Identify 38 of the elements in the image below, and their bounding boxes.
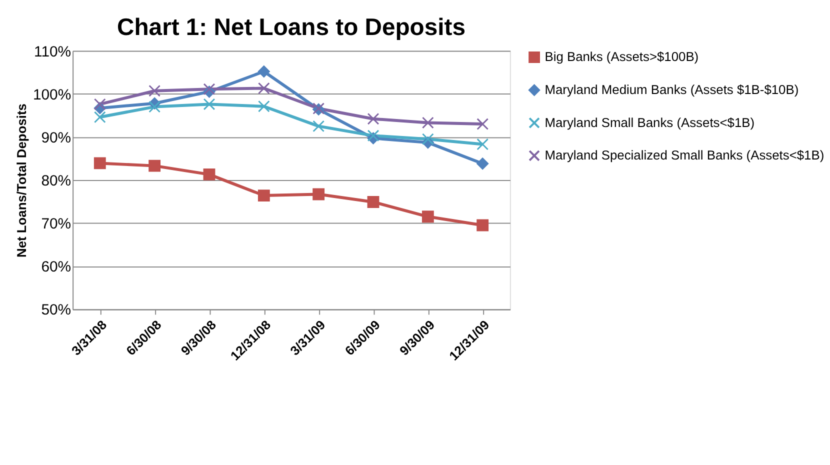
- point: [258, 100, 270, 112]
- y-tick-label: 80%: [41, 173, 72, 190]
- point: [94, 157, 106, 170]
- y-tick-label: 110%: [34, 44, 72, 60]
- chart-title: Chart 1: Net Loans to Deposits: [117, 14, 466, 41]
- point: [203, 168, 216, 180]
- y-tick-label: 100%: [32, 87, 72, 104]
- point: [148, 160, 161, 172]
- point: [94, 111, 106, 124]
- y-tick-label: 60%: [41, 260, 72, 276]
- point: [422, 133, 434, 146]
- point: [476, 138, 489, 150]
- point: [422, 210, 434, 223]
- point: [312, 120, 325, 132]
- point: [258, 190, 270, 202]
- legend-label: Maryland Medium Banks (Assets $1B-$10B): [544, 82, 799, 98]
- point: [258, 82, 270, 94]
- point: [148, 84, 161, 97]
- point: [148, 100, 161, 113]
- point: [203, 98, 216, 110]
- y-tick-label: 70%: [41, 216, 72, 233]
- legend-label: Maryland Specialized Small Banks (Assets<$1B): [544, 148, 824, 163]
- point: [422, 116, 434, 129]
- point: [476, 219, 489, 232]
- point: [312, 188, 325, 200]
- point: [476, 118, 489, 130]
- point: [367, 196, 380, 208]
- point: [203, 83, 216, 96]
- legend-label: Maryland Small Banks (Assets<$1B): [544, 114, 755, 130]
- y-tick-label: 50%: [41, 302, 72, 319]
- point: [367, 112, 380, 125]
- y-axis-title: Net Loans/Total Deposits: [14, 104, 29, 258]
- y-tick-label: 90%: [41, 130, 72, 146]
- legend-label: Big Banks (Assets>$100B): [544, 49, 699, 64]
- point: [94, 98, 106, 110]
- point: [367, 130, 380, 142]
- point: [476, 158, 489, 170]
- point: [258, 66, 270, 78]
